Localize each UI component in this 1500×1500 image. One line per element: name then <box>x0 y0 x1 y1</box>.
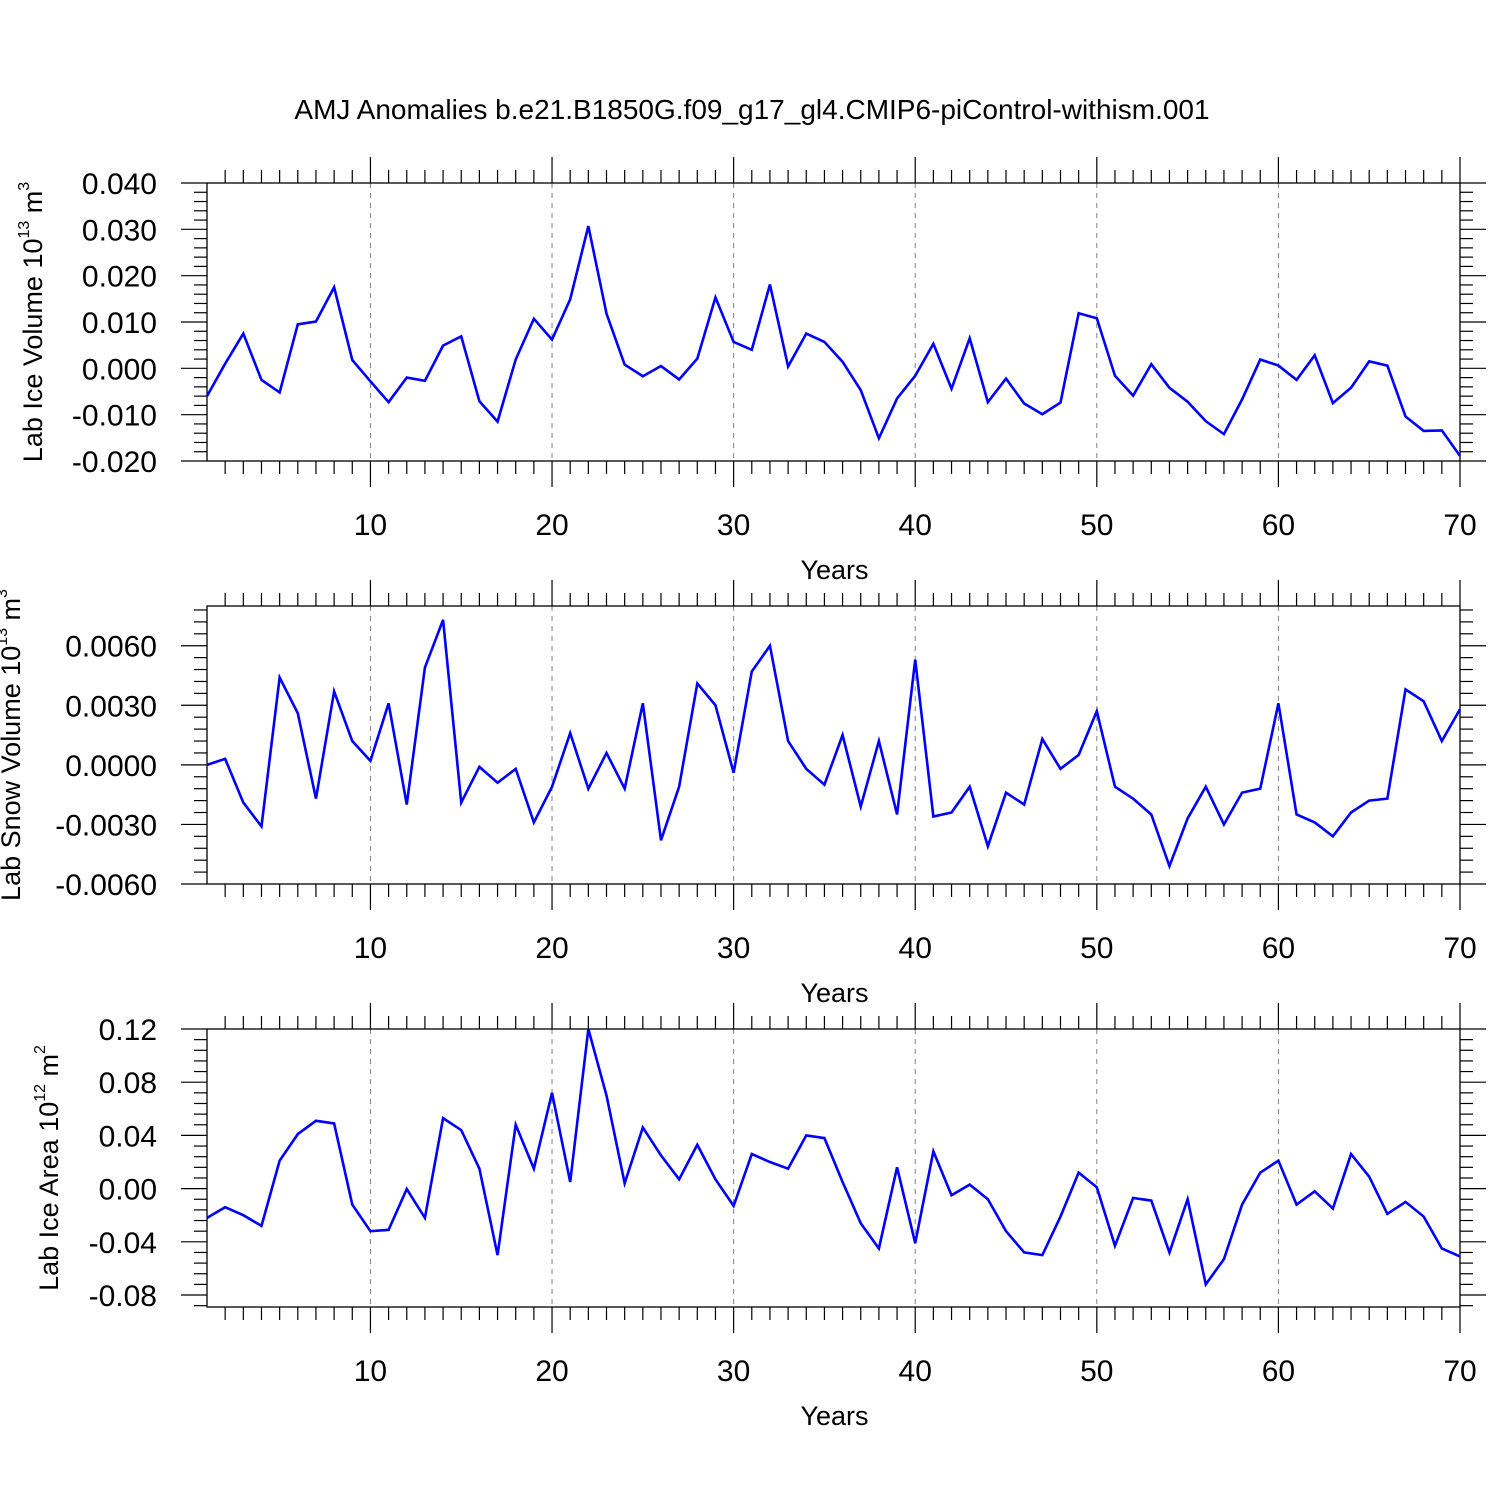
y-tick-label: 0.040 <box>82 168 157 201</box>
y-axis-label-unit-exponent: 2 <box>32 1045 49 1054</box>
x-axis-label: Years <box>800 555 868 585</box>
panel-lab-snow-volume: 10 20 30 40 50 60 70 -0.0060 -0.0030 0.0000 0.0030… <box>0 580 1486 1008</box>
x-tick-label: 10 <box>354 509 387 542</box>
y-tick-label: -0.010 <box>72 400 157 433</box>
y-tick-label: 0.030 <box>82 214 157 247</box>
y-tick-label: 0.0060 <box>65 631 157 664</box>
x-tick-label: 50 <box>1080 509 1113 542</box>
chart-title: AMJ Anomalies b.e21.B1850G.f09_g17_gl4.C… <box>294 94 1209 125</box>
y-axis-label-unit: m <box>18 191 48 221</box>
x-tick-label: 70 <box>1443 509 1476 542</box>
x-tick-label: 10 <box>354 932 387 965</box>
y-axis-label: Lab Snow Volume 1013 m3 <box>0 589 26 901</box>
x-tick-label: 30 <box>717 509 750 542</box>
y-axis-label-exponent: 12 <box>32 1084 49 1102</box>
y-axis-label-text: Lab Snow Volume 10 <box>0 646 26 901</box>
y-axis-label-exponent: 13 <box>16 221 33 239</box>
y-tick-label: 0.010 <box>82 307 157 340</box>
y-axis-label-text: Lab Ice Volume 10 <box>18 239 48 463</box>
x-tick-label: 20 <box>535 932 568 965</box>
y-tick-label: 0.0000 <box>65 750 157 783</box>
y-tick-label: -0.0030 <box>55 809 157 842</box>
x-tick-label: 60 <box>1262 1355 1295 1388</box>
panel-lab-ice-area: 10 20 30 40 50 60 70 -0.08 -0.04 0.00 0.04 0.08 0.12… <box>32 1003 1486 1431</box>
x-tick-label: 60 <box>1262 932 1295 965</box>
y-axis-label-exponent: 13 <box>0 628 11 646</box>
y-axis-label-unit-exponent: 3 <box>0 589 11 598</box>
y-tick-label: -0.0060 <box>55 869 157 902</box>
x-tick-label: 50 <box>1080 1355 1113 1388</box>
y-axis-label-text: Lab Ice Area 10 <box>34 1102 64 1291</box>
y-tick-label: 0.000 <box>82 353 157 386</box>
x-axis-label: Years <box>800 1401 868 1431</box>
y-tick-label: 0.04 <box>99 1120 157 1153</box>
x-tick-label: 50 <box>1080 932 1113 965</box>
x-axis-label: Years <box>800 978 868 1008</box>
y-tick-label: -0.020 <box>72 446 157 479</box>
x-tick-label: 60 <box>1262 509 1295 542</box>
y-tick-label: 0.12 <box>99 1014 157 1047</box>
y-tick-label: -0.04 <box>89 1227 157 1260</box>
x-tick-label: 70 <box>1443 932 1476 965</box>
y-tick-label: -0.08 <box>89 1280 157 1313</box>
plot-frame <box>206 605 1461 885</box>
series-line <box>205 225 1462 457</box>
y-axis-label-unit: m <box>34 1054 64 1084</box>
x-tick-label: 20 <box>535 509 568 542</box>
y-tick-label: 0.0030 <box>65 690 157 723</box>
y-tick-label: 0.08 <box>99 1067 157 1100</box>
y-axis-label: Lab Ice Area 1012 m2 <box>32 1045 64 1291</box>
x-tick-label: 20 <box>535 1355 568 1388</box>
x-tick-label: 40 <box>899 1355 932 1388</box>
x-tick-label: 30 <box>717 932 750 965</box>
plot-frame <box>206 182 1461 462</box>
series-line <box>206 1028 1461 1288</box>
plot-frame <box>206 1028 1461 1308</box>
y-tick-label: 0.020 <box>82 261 157 294</box>
y-axis-label: Lab Ice Volume 1013 m3 <box>16 182 48 462</box>
panel-lab-ice-volume: 10 20 30 40 50 60 70 -0.020 -0.010 0.000 0.010 0.02… <box>16 157 1486 585</box>
series-line <box>206 619 1462 870</box>
x-tick-label: 30 <box>717 1355 750 1388</box>
y-tick-label: 0.00 <box>99 1174 157 1207</box>
x-tick-label: 40 <box>899 509 932 542</box>
x-tick-label: 40 <box>899 932 932 965</box>
y-axis-label-unit: m <box>0 598 26 628</box>
x-tick-label: 10 <box>354 1355 387 1388</box>
x-tick-label: 70 <box>1443 1355 1476 1388</box>
y-axis-label-unit-exponent: 3 <box>16 182 33 191</box>
